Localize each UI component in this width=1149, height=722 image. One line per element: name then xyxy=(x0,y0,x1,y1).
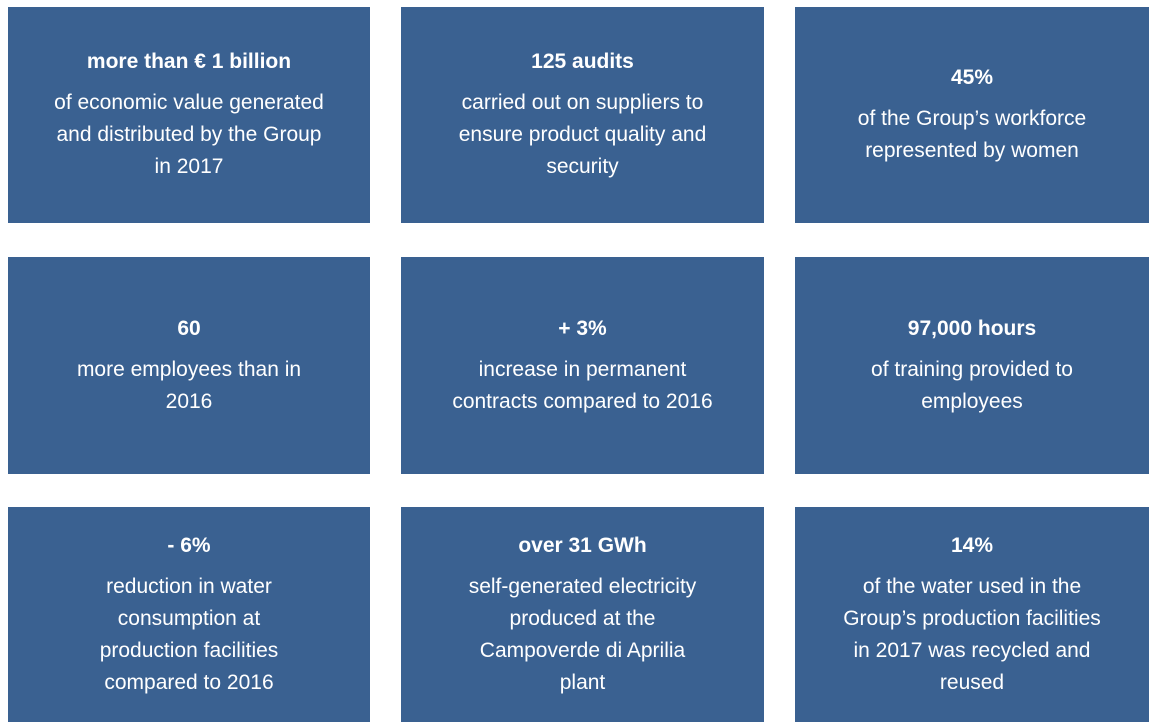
stat-tile: - 6% reduction in water consumption at prod… xyxy=(8,507,370,722)
stat-heading: 45% xyxy=(950,66,994,89)
stat-description: production facilities xyxy=(99,638,279,662)
stat-heading: more than € 1 billion xyxy=(86,50,292,73)
stat-description: produced at the xyxy=(509,606,656,630)
stat-heading: 125 audits xyxy=(531,50,634,73)
stat-description: Campoverde di Aprilia xyxy=(479,638,686,662)
stat-description: consumption at xyxy=(117,606,261,630)
stat-tile: 97,000 hours of training provided to emplo… xyxy=(795,257,1149,474)
stat-description: Group’s production facilities xyxy=(843,606,1101,630)
stat-description: more employees than in xyxy=(76,357,302,381)
stat-heading: 60 xyxy=(177,316,201,340)
stat-heading: over 31 GWh xyxy=(518,533,647,557)
stat-tile: 125 audits carried out on suppliers to ens… xyxy=(401,7,764,223)
stat-description: reduction in water xyxy=(106,574,272,598)
stat-description: security xyxy=(546,155,619,178)
stat-tile: 60 more employees than in 2016 xyxy=(8,257,370,474)
stat-description: carried out on suppliers to xyxy=(461,91,704,114)
stat-description: and distributed by the Group xyxy=(56,123,322,146)
stat-heading: - 6% xyxy=(167,533,211,557)
stat-description: in 2017 was recycled and xyxy=(853,638,1091,662)
stat-description: of the Group’s workforce xyxy=(857,107,1087,130)
stat-tile: + 3% increase in permanent contracts compa… xyxy=(401,257,764,474)
stat-description: contracts compared to 2016 xyxy=(452,389,713,413)
stat-tile: 45% of the Group’s workforce represented b… xyxy=(795,7,1149,223)
stat-description: self-generated electricity xyxy=(468,574,697,598)
stat-description: represented by women xyxy=(865,139,1079,162)
stat-description: of training provided to xyxy=(871,357,1073,381)
stat-tile: over 31 GWh self-generated electricity pro… xyxy=(401,507,764,722)
stat-description: employees xyxy=(921,389,1023,413)
stat-description: increase in permanent xyxy=(478,357,687,381)
stat-description: compared to 2016 xyxy=(104,670,274,694)
stat-description: in 2017 xyxy=(154,155,224,178)
stat-description: 2016 xyxy=(165,389,213,413)
stat-tile: more than € 1 billion of economic value g… xyxy=(8,7,370,223)
stat-heading: + 3% xyxy=(558,316,607,340)
stat-description: of the water used in the xyxy=(862,574,1082,598)
stat-description: plant xyxy=(559,670,606,694)
stat-description: ensure product quality and xyxy=(458,123,707,146)
stat-description: reused xyxy=(939,670,1005,694)
stat-heading: 14% xyxy=(950,533,994,557)
stat-tile: 14% of the water used in the Group’s produ… xyxy=(795,507,1149,722)
stat-heading: 97,000 hours xyxy=(907,316,1037,340)
stat-description: of economic value generated xyxy=(54,91,324,114)
